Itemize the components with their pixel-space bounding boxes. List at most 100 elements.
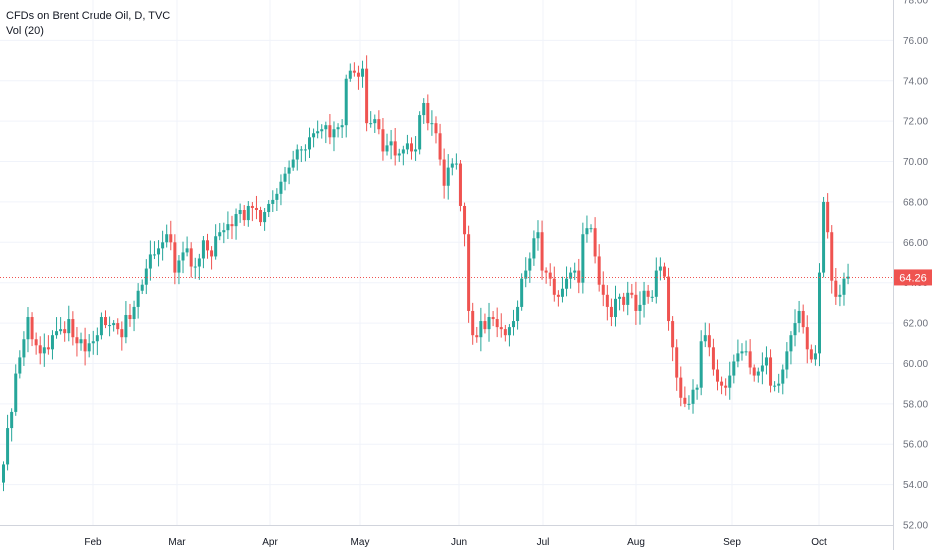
candle-body bbox=[173, 242, 177, 273]
candle bbox=[185, 236, 189, 257]
candle bbox=[381, 118, 385, 161]
candle-body bbox=[687, 403, 691, 405]
candle-body bbox=[348, 70, 352, 79]
candle bbox=[157, 240, 161, 267]
price-axis-label: 60.00 bbox=[903, 359, 928, 370]
candle-body bbox=[10, 411, 14, 429]
candle bbox=[279, 174, 283, 206]
candle bbox=[291, 150, 295, 171]
candle bbox=[760, 352, 764, 385]
candle bbox=[132, 300, 136, 332]
candle-body bbox=[157, 248, 161, 255]
candle-body bbox=[99, 317, 103, 336]
candle bbox=[332, 121, 336, 152]
candle bbox=[716, 359, 719, 391]
candle-body bbox=[218, 232, 222, 237]
candle-body bbox=[630, 292, 634, 295]
candle-body bbox=[161, 242, 165, 249]
candle-body bbox=[650, 296, 654, 298]
candle bbox=[18, 350, 22, 379]
candle-body bbox=[426, 102, 430, 124]
candle bbox=[512, 309, 515, 336]
candle bbox=[793, 309, 797, 347]
candle-body bbox=[748, 351, 752, 368]
candle-body bbox=[344, 78, 348, 126]
candle bbox=[805, 315, 809, 364]
candle bbox=[695, 384, 699, 400]
candle-body bbox=[26, 317, 30, 340]
time-axis-label: Feb bbox=[84, 537, 102, 548]
candle-body bbox=[675, 347, 679, 378]
candle bbox=[177, 255, 181, 285]
candle-body bbox=[724, 385, 728, 388]
candle bbox=[140, 279, 144, 295]
candle bbox=[99, 312, 103, 340]
candle bbox=[707, 323, 711, 357]
candle-body bbox=[463, 205, 467, 235]
candle bbox=[377, 110, 381, 135]
candle-body bbox=[826, 201, 830, 233]
candle bbox=[499, 313, 503, 338]
candle-body bbox=[18, 357, 22, 374]
candle bbox=[658, 257, 662, 281]
candle bbox=[524, 257, 528, 288]
candle bbox=[34, 332, 38, 355]
candle-body bbox=[91, 341, 95, 344]
candle-body bbox=[699, 341, 703, 388]
candle-body bbox=[226, 224, 230, 231]
time-axis-label: Apr bbox=[262, 537, 278, 548]
candle bbox=[148, 240, 152, 281]
candle-body bbox=[556, 294, 560, 297]
candle-body bbox=[140, 284, 144, 291]
candle bbox=[593, 217, 597, 264]
candle bbox=[30, 312, 34, 347]
candle-body bbox=[381, 129, 385, 152]
candle bbox=[548, 263, 552, 287]
candle-body bbox=[618, 296, 622, 299]
candle bbox=[565, 266, 569, 297]
candle-body bbox=[6, 428, 10, 465]
candle bbox=[340, 119, 344, 139]
candle-body bbox=[210, 250, 214, 257]
candle-body bbox=[756, 371, 760, 376]
candle-body bbox=[373, 119, 377, 124]
candle-body bbox=[177, 260, 181, 273]
candle bbox=[226, 211, 230, 240]
candle bbox=[55, 317, 59, 339]
last-price-label: 64.26 bbox=[899, 272, 927, 284]
candle bbox=[785, 342, 789, 379]
candle-body bbox=[30, 317, 34, 340]
candle bbox=[683, 386, 687, 408]
candle bbox=[287, 160, 291, 185]
candle bbox=[842, 272, 846, 306]
candle-body bbox=[769, 357, 773, 386]
candle bbox=[361, 60, 365, 88]
candle bbox=[846, 263, 850, 285]
candle bbox=[516, 300, 520, 330]
candle bbox=[230, 215, 234, 240]
candle bbox=[495, 307, 499, 338]
candle-body bbox=[540, 232, 544, 271]
candle bbox=[2, 461, 5, 492]
candle-body bbox=[132, 306, 136, 320]
candle bbox=[467, 225, 471, 323]
candle-body bbox=[548, 272, 552, 279]
candle bbox=[773, 381, 777, 392]
candle-body bbox=[120, 329, 124, 338]
candle bbox=[813, 345, 817, 366]
candle bbox=[95, 327, 99, 356]
candle bbox=[781, 364, 785, 395]
candle-body bbox=[695, 387, 699, 390]
candle bbox=[393, 128, 397, 166]
candle bbox=[601, 271, 605, 307]
candle bbox=[299, 146, 303, 163]
candle-body bbox=[475, 335, 479, 338]
candle bbox=[430, 110, 434, 136]
candle bbox=[711, 338, 715, 376]
candle bbox=[626, 281, 630, 316]
candle bbox=[414, 136, 418, 161]
candle bbox=[687, 395, 691, 410]
candle-body bbox=[283, 173, 287, 182]
candle bbox=[797, 300, 801, 333]
